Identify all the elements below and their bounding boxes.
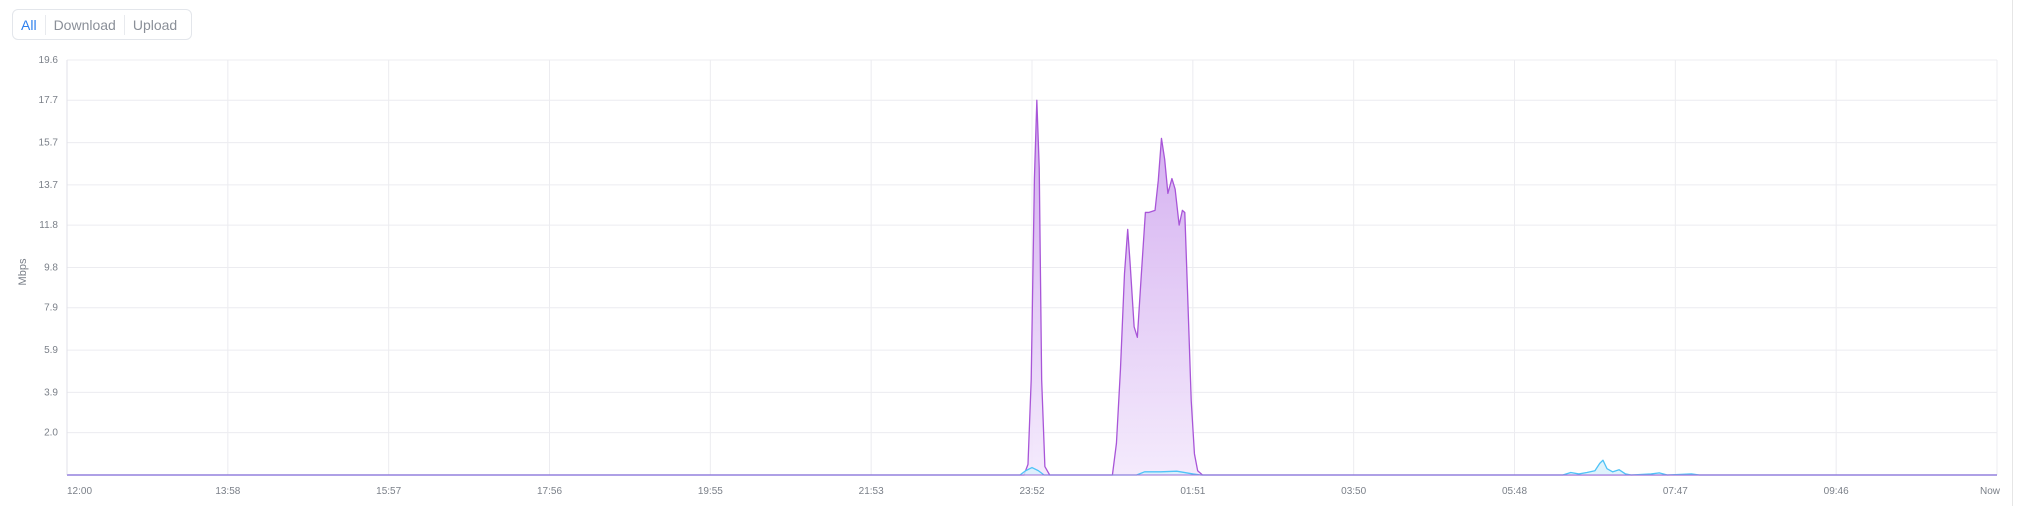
- x-tick-label: 17:56: [537, 486, 562, 497]
- y-tick-label: 9.8: [44, 263, 58, 274]
- x-tick-label: 07:47: [1663, 486, 1688, 497]
- tab-all[interactable]: All: [21, 16, 37, 33]
- download-area: [67, 100, 1997, 475]
- scroll-edge: [2012, 0, 2013, 506]
- tab-upload[interactable]: Upload: [123, 14, 185, 35]
- x-tick-label: 05:48: [1502, 486, 1527, 497]
- y-tick-label: 13.7: [39, 180, 59, 191]
- chart-axes: 2.0 3.9 5.9 7.9 9.8 11.8 13.7 15.7 17.7 19.6 12:00…: [39, 55, 2001, 497]
- tab-download[interactable]: Download: [44, 14, 124, 35]
- y-tick-label: 17.7: [39, 95, 59, 106]
- chart-series: [67, 99, 1997, 476]
- x-tick-label: 15:57: [376, 486, 401, 497]
- x-tick-label: 09:46: [1824, 486, 1849, 497]
- y-tick-label: 5.9: [44, 345, 58, 356]
- download-series-line: [67, 99, 1997, 476]
- y-tick-label: 7.9: [44, 303, 58, 314]
- x-tick-label: 23:52: [1019, 486, 1044, 497]
- y-axis-title: Mbps: [17, 258, 29, 285]
- y-tick-label: 15.7: [39, 138, 59, 149]
- x-tick-label: 19:55: [698, 486, 723, 497]
- x-tick-label: 13:58: [215, 486, 240, 497]
- y-tick-label: 3.9: [44, 387, 58, 398]
- y-tick-label: 11.8: [39, 220, 58, 231]
- y-tick-label: 2.0: [44, 428, 58, 439]
- y-tick-label: 19.6: [39, 55, 59, 66]
- x-tick-label: 12:00: [67, 486, 92, 497]
- x-tick-label: 03:50: [1341, 486, 1366, 497]
- x-tick-label: 01:51: [1180, 486, 1205, 497]
- x-tick-label: 21:53: [859, 486, 884, 497]
- x-tick-label: Now: [1980, 486, 2001, 497]
- upload-series-line: [67, 459, 1997, 476]
- traffic-filter-tabs: All Download Upload: [12, 9, 193, 40]
